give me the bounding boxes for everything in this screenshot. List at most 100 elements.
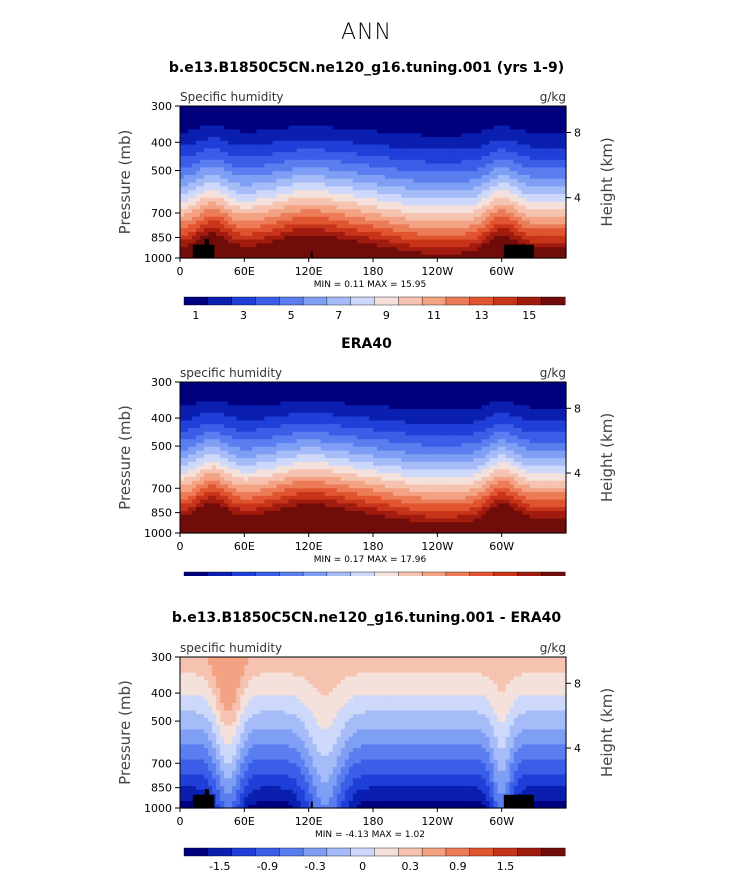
contour-cell [228, 465, 233, 470]
contour-cell [280, 442, 286, 447]
contour-cell [449, 109, 455, 115]
contour-cell [413, 254, 418, 259]
contour-cell [268, 155, 274, 160]
contour-cell [553, 125, 559, 130]
contour-cell [184, 254, 189, 259]
contour-cell [200, 506, 205, 511]
contour-cell [473, 147, 479, 153]
contour-cell [360, 121, 366, 126]
contour-cell [505, 136, 511, 141]
contour-cell [368, 227, 374, 232]
contour-cell [405, 239, 410, 244]
contour-cell [336, 239, 342, 244]
contour-cell [248, 412, 253, 417]
contour-cell [188, 220, 193, 225]
contour-cell [389, 147, 394, 153]
contour-cell [260, 113, 266, 118]
contour-cell [204, 178, 209, 183]
contour-cell [284, 453, 290, 459]
contour-cell [352, 231, 358, 236]
contour-cell [232, 415, 237, 421]
contour-cell [417, 147, 422, 153]
contour-cell [437, 109, 442, 115]
contour-cell [453, 109, 459, 115]
contour-cell [196, 446, 201, 451]
contour-cell [449, 132, 455, 137]
contour-cell [421, 242, 426, 248]
contour-cell [260, 223, 266, 229]
contour-cell [481, 155, 487, 160]
contour-cell [244, 499, 249, 504]
contour-cell [336, 128, 342, 134]
contour-cell [196, 128, 201, 134]
contour-cell [208, 174, 213, 179]
contour-cell [344, 235, 350, 240]
contour-cell [260, 208, 266, 213]
contour-cell [224, 174, 229, 179]
contour-cell [413, 128, 418, 134]
contour-cell [517, 208, 523, 213]
contour-cell [248, 389, 253, 394]
contour-cell [348, 189, 354, 194]
contour-cell [224, 113, 229, 118]
contour-cell [340, 231, 346, 236]
contour-cell [264, 216, 270, 221]
contour-cell [268, 166, 274, 172]
contour-cell [360, 140, 366, 145]
contour-cell [433, 231, 438, 236]
contour-cell [196, 151, 201, 156]
contour-cell [196, 227, 201, 232]
contour-cell [373, 178, 378, 183]
contour-cell [180, 517, 185, 523]
contour-cell [393, 193, 398, 198]
contour-cell [360, 193, 366, 198]
contour-cell [501, 117, 507, 122]
contour-cell [304, 182, 310, 187]
contour-cell [493, 121, 499, 126]
contour-cell [517, 216, 523, 221]
contour-cell [477, 155, 483, 160]
contour-cell [272, 510, 278, 515]
contour-cell [272, 136, 278, 141]
contour-cell [200, 185, 205, 191]
contour-cell [457, 212, 463, 217]
contour-cell [557, 178, 563, 183]
contour-cell [537, 178, 543, 183]
contour-cell [192, 223, 197, 229]
contour-cell [276, 170, 282, 175]
contour-cell [240, 182, 245, 187]
contour-cell [204, 147, 209, 153]
contour-cell [180, 461, 185, 466]
contour-cell [260, 453, 266, 459]
contour-cell [457, 163, 463, 168]
contour-cell [220, 468, 225, 474]
contour-cell [288, 246, 294, 251]
contour-cell [445, 185, 450, 191]
contour-cell [481, 220, 487, 225]
contour-cell [509, 201, 515, 206]
contour-cell [405, 166, 410, 172]
contour-cell [296, 242, 302, 248]
contour-cell [192, 423, 197, 428]
contour-cell [340, 182, 346, 187]
contour-cell [252, 174, 257, 179]
contour-cell [304, 144, 310, 149]
contour-cell [316, 128, 322, 134]
contour-cell [429, 136, 434, 141]
contour-cell [236, 476, 241, 481]
contour-cell [260, 193, 266, 198]
y-tick-label: 850 [151, 231, 172, 244]
contour-cell [192, 476, 197, 481]
contour-cell [364, 227, 370, 232]
contour-cell [256, 453, 262, 459]
contour-cell [561, 174, 567, 179]
contour-cell [393, 246, 398, 251]
contour-cell [545, 208, 551, 213]
contour-cell [320, 223, 326, 229]
contour-cell [409, 212, 414, 217]
contour-cell [425, 159, 430, 164]
contour-cell [252, 480, 257, 485]
contour-cell [557, 239, 563, 244]
contour-cell [304, 151, 310, 156]
contour-cell [244, 529, 249, 534]
